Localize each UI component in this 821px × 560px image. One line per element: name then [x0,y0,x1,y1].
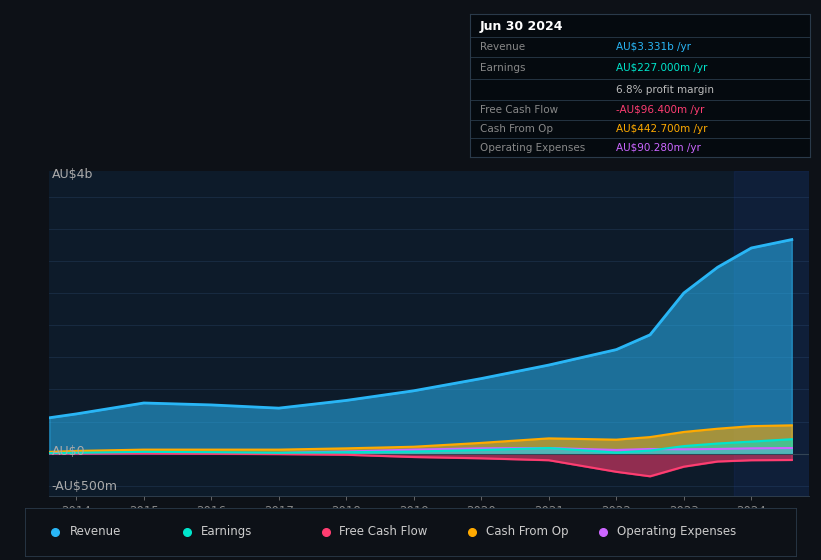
Text: Free Cash Flow: Free Cash Flow [479,105,558,115]
Text: AU$442.700m /yr: AU$442.700m /yr [616,124,708,134]
Text: AU$90.280m /yr: AU$90.280m /yr [616,142,701,152]
Text: Revenue: Revenue [70,525,121,538]
Text: Earnings: Earnings [200,525,252,538]
Text: Cash From Op: Cash From Op [479,124,553,134]
Text: Operating Expenses: Operating Expenses [479,142,585,152]
Text: 6.8% profit margin: 6.8% profit margin [616,85,714,95]
Text: -AU$96.400m /yr: -AU$96.400m /yr [616,105,704,115]
Text: Earnings: Earnings [479,63,525,73]
Text: Free Cash Flow: Free Cash Flow [340,525,428,538]
Text: AU$3.331b /yr: AU$3.331b /yr [616,42,691,52]
Text: AU$227.000m /yr: AU$227.000m /yr [616,63,708,73]
Text: Revenue: Revenue [479,42,525,52]
Text: Operating Expenses: Operating Expenses [617,525,736,538]
Text: Jun 30 2024: Jun 30 2024 [479,20,563,34]
Text: Cash From Op: Cash From Op [486,525,569,538]
Bar [735,171,809,496]
Text: -AU$500m: -AU$500m [52,479,117,493]
Text: AU$4b: AU$4b [52,168,93,181]
Text: AU$0: AU$0 [52,445,85,459]
